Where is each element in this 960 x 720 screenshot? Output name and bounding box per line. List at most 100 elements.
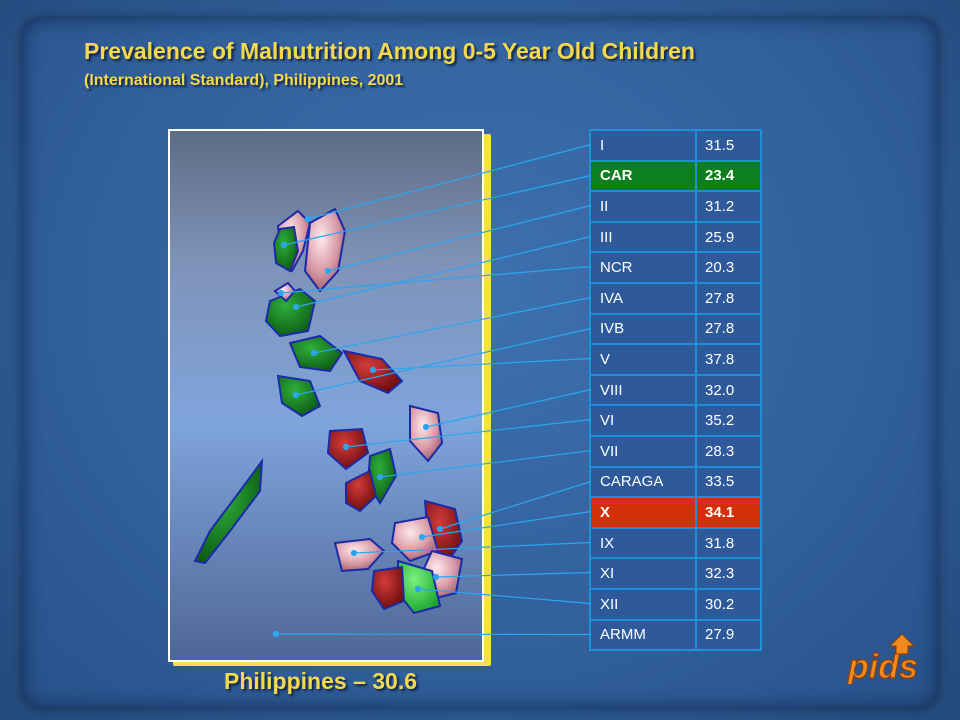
region-value-cell: 32.0 xyxy=(695,373,762,407)
leader-line-v xyxy=(372,357,592,371)
table-row-car: CAR 23.4 xyxy=(589,159,762,193)
leader-line-caraga xyxy=(439,480,592,530)
table-row-ix: IX 31.8 xyxy=(589,526,762,560)
region-name-cell: VII xyxy=(589,434,697,468)
region-name-cell: IVB xyxy=(589,312,697,346)
region-name-cell: NCR xyxy=(589,251,697,284)
table-row-armm: ARMM 27.9 xyxy=(589,618,762,652)
table-row-iva: IVA 27.8 xyxy=(589,281,762,315)
table-row-caraga: CARAGA 33.5 xyxy=(589,465,762,499)
table-row-x: X 34.1 xyxy=(589,496,762,529)
leader-line-viii xyxy=(425,388,592,428)
region-value-cell: 31.8 xyxy=(695,526,762,560)
region-ncr-shape xyxy=(273,281,297,303)
table-row-xi: XI 32.3 xyxy=(589,557,762,590)
table-row-xii: XII 30.2 xyxy=(589,587,762,621)
region-value-cell: 20.3 xyxy=(695,251,762,284)
region-name-cell: CARAGA xyxy=(589,465,697,499)
svg-text:pids: pids xyxy=(847,648,918,684)
leader-line-vi xyxy=(345,418,592,448)
leader-line-car xyxy=(283,174,592,246)
chart-title: Prevalence of Malnutrition Among 0-5 Yea… xyxy=(84,38,695,64)
leader-line-xi xyxy=(435,571,592,578)
region-iii-shape xyxy=(264,287,317,338)
table-row-vi: VI 35.2 xyxy=(589,404,762,437)
region-value-cell: 30.2 xyxy=(695,587,762,621)
region-name-cell: IX xyxy=(589,526,697,560)
map-marker-vii xyxy=(376,473,384,481)
region-value-cell: 27.8 xyxy=(695,312,762,346)
map-marker-iva xyxy=(310,349,318,357)
national-average-label: Philippines – 30.6 xyxy=(224,668,418,694)
region-value-cell: 35.2 xyxy=(695,404,762,437)
table-row-ii: II 31.2 xyxy=(589,190,762,223)
region-name-cell: V xyxy=(589,343,697,376)
region-car-shape xyxy=(272,225,300,273)
leader-line-iii xyxy=(295,235,592,308)
map-marker-caraga xyxy=(436,525,444,533)
region-ix-shape xyxy=(333,537,386,573)
map-marker-xii xyxy=(414,585,422,593)
region-name-cell: IVA xyxy=(589,281,697,315)
map-marker-viii xyxy=(422,423,430,431)
map-marker-vi xyxy=(342,443,350,451)
region-ivb-shape xyxy=(276,374,322,418)
map-panel xyxy=(168,129,491,666)
leader-line-ii xyxy=(327,204,592,272)
region-ivb-palawan-shape xyxy=(193,457,264,565)
region-name-cell: X xyxy=(589,496,697,529)
region-values-table: I 31.5 CAR 23.4 II 31.2 III 25.9 NCR 20.3 IVA 27.8 I… xyxy=(589,129,762,652)
table-row-ncr: NCR 20.3 xyxy=(589,251,762,284)
region-value-cell: 32.3 xyxy=(695,557,762,590)
table-row-v: V 37.8 xyxy=(589,343,762,376)
map-marker-ix xyxy=(350,549,358,557)
region-viii-shape xyxy=(409,404,444,463)
map-marker-iii xyxy=(292,303,300,311)
region-vi-panay-shape xyxy=(345,469,378,513)
leader-line-vii xyxy=(379,449,592,478)
region-name-cell: ARMM xyxy=(589,618,697,652)
map-marker-ii xyxy=(324,267,332,275)
region-value-cell: 37.8 xyxy=(695,343,762,376)
map-marker-car xyxy=(280,241,288,249)
leader-line-armm xyxy=(275,633,592,636)
leader-line-x xyxy=(421,510,592,538)
region-value-cell: 28.3 xyxy=(695,434,762,468)
region-name-cell: II xyxy=(589,190,697,223)
table-row-iii: III 25.9 xyxy=(589,220,762,254)
pids-logo: pids xyxy=(846,633,919,684)
region-value-cell: 34.1 xyxy=(695,496,762,529)
map-marker-armm xyxy=(272,630,280,638)
leader-line-ncr xyxy=(280,265,592,294)
region-rows: I 31.5 CAR 23.4 II 31.2 III 25.9 NCR 20.3 IVA 27.8 I… xyxy=(589,129,762,652)
region-name-cell: I xyxy=(589,129,697,162)
table-row-vii: VII 28.3 xyxy=(589,434,762,468)
region-name-cell: CAR xyxy=(589,159,697,193)
map-marker-x xyxy=(418,533,426,541)
region-value-cell: 27.9 xyxy=(695,618,762,652)
leader-line-xii xyxy=(417,588,592,605)
leader-line-ix xyxy=(353,541,592,554)
region-name-cell: XII xyxy=(589,587,697,621)
map-marker-ncr xyxy=(277,289,285,297)
map-marker-ivb xyxy=(292,391,300,399)
table-row-i: I 31.5 xyxy=(589,129,762,162)
region-name-cell: XI xyxy=(589,557,697,590)
region-value-cell: 33.5 xyxy=(695,465,762,499)
region-armm-shape xyxy=(370,565,406,611)
table-row-ivb: IVB 27.8 xyxy=(589,312,762,346)
table-row-viii: VIII 32.0 xyxy=(589,373,762,407)
region-value-cell: 25.9 xyxy=(695,220,762,254)
region-ii-shape xyxy=(303,207,347,293)
region-value-cell: 27.8 xyxy=(695,281,762,315)
region-value-cell: 31.5 xyxy=(695,129,762,162)
region-value-cell: 31.2 xyxy=(695,190,762,223)
leader-line-i xyxy=(307,143,592,220)
map-marker-xi xyxy=(432,573,440,581)
region-value-cell: 23.4 xyxy=(695,159,762,193)
philippines-map xyxy=(168,129,484,662)
leader-line-ivb xyxy=(295,327,592,396)
map-marker-v xyxy=(369,366,377,374)
map-marker-i xyxy=(304,215,312,223)
